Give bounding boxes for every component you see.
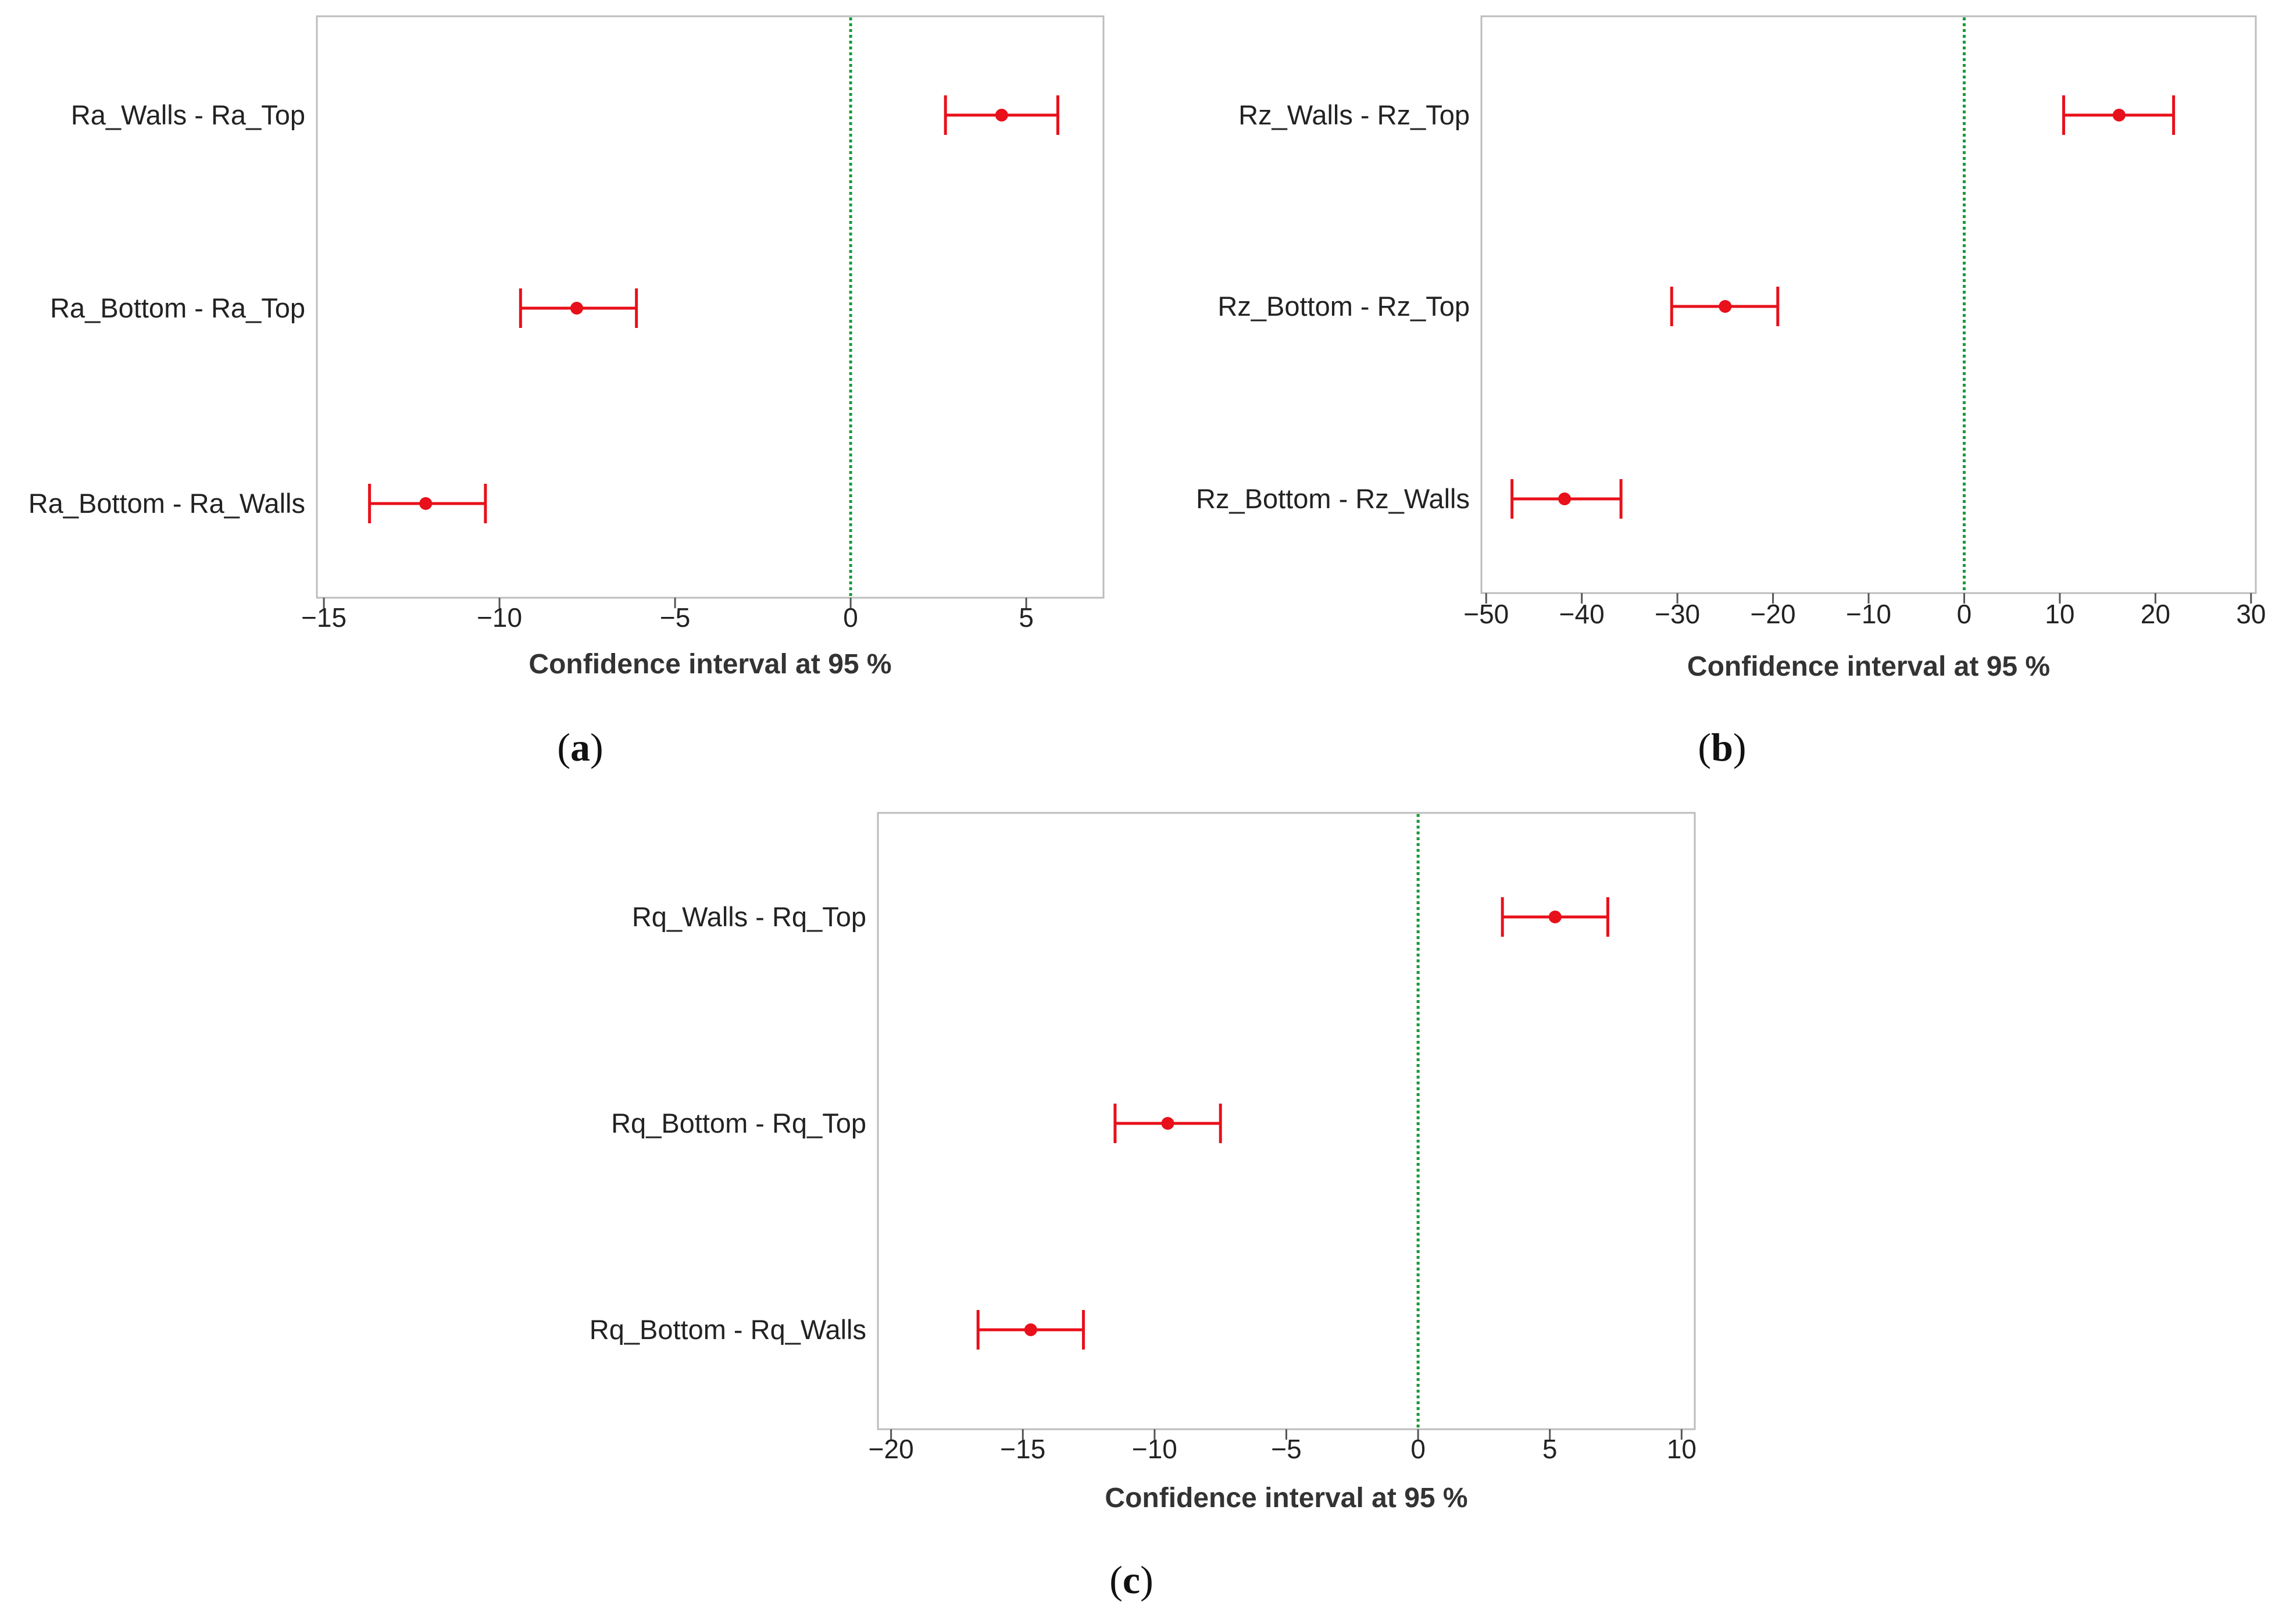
x-axis-title: Confidence interval at 95 % [1687,651,2050,682]
x-tick-label: −30 [1655,599,1700,629]
panel-label-letter: a [570,725,590,769]
estimate-point [419,497,433,510]
estimate-point [2112,109,2126,122]
x-tick-label: −50 [1463,599,1509,629]
panel-label-letter: c [1123,1558,1140,1602]
panel-label-open-paren: ( [1109,1558,1123,1602]
estimate-point [1161,1117,1174,1130]
x-tick-label: 30 [2236,599,2266,629]
estimate-point [1719,300,1732,313]
x-tick-label: 0 [843,602,858,633]
x-tick-label: 10 [1667,1434,1697,1464]
panel-label-close-paren: ) [1733,725,1747,769]
estimate-point [570,302,583,315]
plot-frame [316,15,1105,599]
x-tick-label: 10 [2045,599,2074,629]
plot-frame [877,812,1696,1430]
x-tick-label: −40 [1559,599,1605,629]
x-tick-label: −10 [1846,599,1891,629]
chart-panel-b: −50 −40 −30 −20 −10 0 10 20 30 Confidence interva… [1196,15,2266,769]
x-tick-label: 20 [2141,599,2170,629]
x-tick-label: 5 [1542,1434,1558,1464]
x-tick-label: −20 [1751,599,1796,629]
x-tick-label: −10 [477,602,522,633]
x-tick-label: −20 [869,1434,914,1464]
panel-label-letter: b [1711,725,1733,769]
category-label: Rq_Walls - Rq_Top [632,901,866,932]
estimate-point [1024,1323,1037,1336]
category-label: Ra_Bottom - Ra_Top [50,292,305,323]
panel-label-open-paren: ( [557,725,570,769]
x-tick-label: −5 [1271,1434,1301,1464]
estimate-point [1558,492,1572,505]
x-tick-label: −10 [1132,1434,1177,1464]
panel-label: (b) [1698,725,1746,769]
category-label: Rz_Walls - Rz_Top [1238,99,1470,130]
estimate-point [1548,911,1562,923]
x-axis-title: Confidence interval at 95 % [1105,1483,1467,1514]
x-tick-label: −15 [301,602,347,633]
x-tick-label: 0 [1410,1434,1426,1464]
category-label: Rz_Bottom - Rz_Walls [1196,483,1470,514]
panel-label: (c) [1109,1558,1153,1602]
panel-label-close-paren: ) [1140,1558,1153,1602]
category-label: Ra_Bottom - Ra_Walls [28,488,305,519]
category-label: Ra_Walls - Ra_Top [71,99,305,130]
x-tick-label: 5 [1019,602,1034,633]
panel-label-close-paren: ) [590,725,603,769]
chart-panel-c: −20 −15 −10 −5 0 5 10 Confidence interval at 95… [590,812,1697,1602]
estimate-point [995,109,1008,122]
x-tick-label: −5 [660,602,690,633]
chart-panel-a: −15 −10 −5 0 5 Confidence interval at 95 % Ra_… [28,15,1105,769]
category-label: Rz_Bottom - Rz_Top [1217,291,1470,322]
x-tick-label: −15 [1000,1434,1045,1464]
category-label: Rq_Bottom - Rq_Top [611,1108,866,1138]
x-axis-title: Confidence interval at 95 % [528,649,891,680]
panel-label: (a) [557,725,603,769]
plot-frame [1480,15,2257,594]
x-tick-label: 0 [1957,599,1972,629]
panel-label-open-paren: ( [1698,725,1711,769]
category-label: Rq_Bottom - Rq_Walls [590,1314,866,1345]
